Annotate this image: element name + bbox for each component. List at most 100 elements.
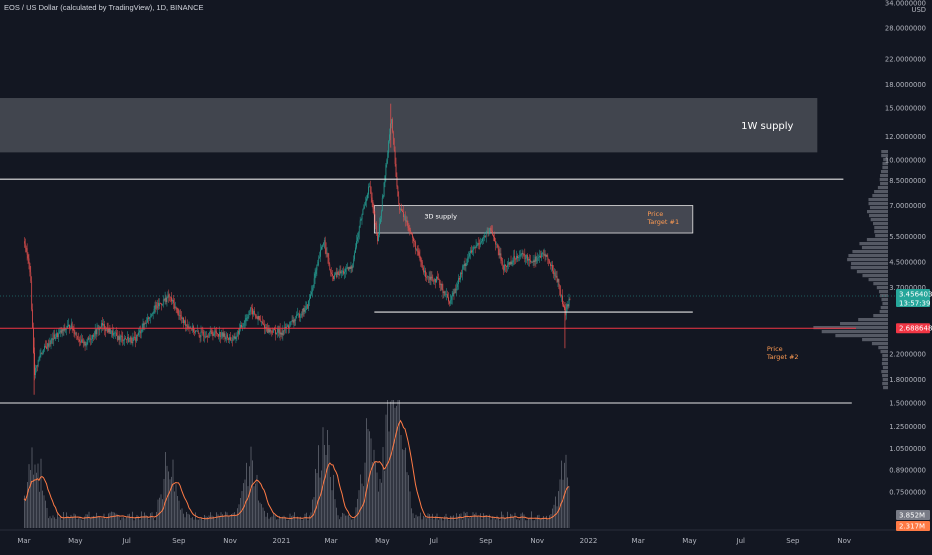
volume-bar bbox=[507, 511, 508, 528]
volume-profile-bar bbox=[879, 178, 888, 182]
volume-bar bbox=[369, 431, 370, 528]
candle-body bbox=[90, 338, 91, 340]
x-tick-label-3: Sep bbox=[172, 537, 186, 545]
candle-body bbox=[320, 249, 321, 257]
volume-bar bbox=[126, 516, 127, 528]
volume-profile-bar bbox=[882, 366, 888, 370]
volume-bar bbox=[228, 516, 229, 528]
candle-body bbox=[198, 333, 200, 337]
candle-body bbox=[563, 304, 564, 307]
candle-body bbox=[426, 276, 428, 278]
volume-bar bbox=[79, 516, 81, 528]
candle-body bbox=[227, 334, 229, 339]
candle-body bbox=[104, 329, 106, 332]
candle-body bbox=[510, 261, 512, 264]
volume-bar bbox=[300, 516, 301, 528]
candle-body bbox=[249, 311, 251, 315]
volume-bar bbox=[180, 509, 181, 528]
candle-body bbox=[105, 327, 107, 332]
candle-body bbox=[505, 264, 506, 267]
candle-body bbox=[323, 240, 325, 243]
candle-body bbox=[210, 330, 212, 332]
candle-body bbox=[288, 325, 289, 329]
candle-body bbox=[401, 209, 402, 211]
candle-body bbox=[58, 333, 59, 338]
candle-body bbox=[144, 323, 146, 325]
candle-body bbox=[512, 260, 514, 263]
volume-bar bbox=[108, 513, 109, 528]
candle-body bbox=[480, 242, 482, 245]
volume-bar bbox=[294, 512, 295, 528]
volume-bar bbox=[205, 516, 207, 528]
candle-body bbox=[559, 285, 561, 290]
candle-body bbox=[30, 272, 32, 282]
candle-body bbox=[287, 325, 288, 327]
candle-body bbox=[293, 319, 295, 323]
candle-body bbox=[486, 231, 488, 233]
candle-body bbox=[413, 237, 414, 242]
volume-bar bbox=[129, 513, 130, 528]
candle-body bbox=[434, 278, 436, 282]
candle-body bbox=[193, 326, 194, 333]
volume-profile-bar bbox=[874, 230, 888, 234]
volume-bar bbox=[141, 511, 142, 528]
volume-bar bbox=[277, 518, 279, 528]
volume-bar bbox=[355, 507, 357, 528]
volume-profile-bar bbox=[883, 158, 888, 162]
candle-body bbox=[78, 338, 79, 340]
volume-bar bbox=[340, 516, 342, 528]
volume-bar bbox=[465, 513, 466, 528]
x-tick-label-11: 2022 bbox=[580, 537, 598, 545]
volume-bar bbox=[463, 511, 465, 528]
volume-profile-bar bbox=[813, 326, 888, 330]
volume-profile-bar bbox=[878, 346, 888, 350]
candle-body bbox=[317, 261, 319, 266]
volume-bar bbox=[255, 483, 256, 528]
candle-body bbox=[219, 332, 220, 337]
volume-bar bbox=[279, 515, 280, 528]
volume-bar bbox=[268, 518, 270, 528]
volume-profile-bar bbox=[880, 350, 888, 354]
candle-body bbox=[191, 328, 193, 331]
candle-body bbox=[500, 253, 502, 261]
volume-bar bbox=[93, 515, 94, 528]
volume-bar bbox=[439, 516, 441, 528]
candle-body bbox=[182, 317, 183, 319]
candle-body bbox=[298, 313, 299, 315]
candle-body bbox=[541, 252, 543, 254]
candle-body bbox=[156, 306, 158, 309]
candle-body bbox=[297, 313, 298, 315]
candle-body bbox=[331, 272, 332, 275]
volume-bar bbox=[43, 495, 45, 528]
candle-body bbox=[529, 258, 530, 261]
volume-profile-bar bbox=[851, 262, 888, 266]
candle-body bbox=[200, 331, 202, 337]
candle-body bbox=[449, 301, 450, 304]
y-tick-label-13: 2.2000000 bbox=[889, 350, 926, 358]
candle-body bbox=[487, 231, 489, 233]
candle-body bbox=[373, 208, 375, 215]
volume-bar bbox=[37, 463, 39, 528]
volume-profile-bar bbox=[868, 278, 888, 282]
volume-bar bbox=[261, 504, 262, 528]
candle-body bbox=[232, 337, 234, 341]
candle-body bbox=[540, 255, 541, 258]
candle-body bbox=[236, 335, 238, 338]
candle-body bbox=[424, 270, 425, 273]
candle-body bbox=[438, 278, 439, 280]
candle-body bbox=[322, 245, 323, 247]
candle-body bbox=[230, 337, 231, 341]
candle-body bbox=[107, 328, 109, 333]
candle-body bbox=[546, 254, 548, 257]
candle-body bbox=[148, 317, 149, 319]
candle-body bbox=[502, 261, 504, 266]
candle-body bbox=[294, 319, 296, 321]
candle-body bbox=[268, 328, 270, 333]
candle-body bbox=[339, 271, 341, 276]
y-tick-label-6: 12.0000000 bbox=[885, 133, 926, 141]
candle-body bbox=[507, 262, 509, 265]
candle-body bbox=[371, 197, 373, 203]
volume-bar bbox=[487, 517, 489, 528]
volume-bar bbox=[292, 515, 294, 528]
